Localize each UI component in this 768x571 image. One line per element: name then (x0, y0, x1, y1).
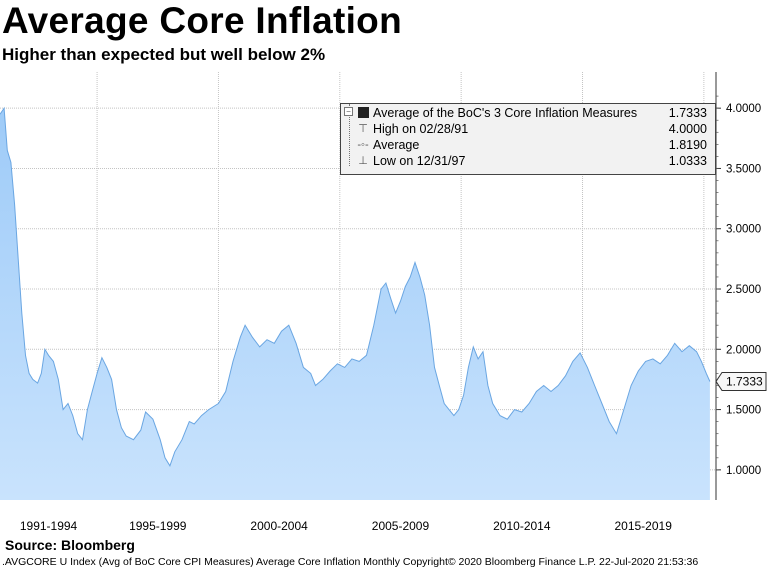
last-value-label: 1.7333 (726, 374, 763, 388)
collapse-toggle-icon[interactable]: − (344, 107, 353, 116)
legend-value: 4.0000 (668, 122, 707, 136)
x-tick-label: 1991-1994 (20, 519, 78, 533)
source-note: Source: Bloomberg (5, 537, 135, 553)
y-tick-label: 1.5000 (726, 405, 761, 417)
chart-title: Average Core Inflation (2, 0, 402, 41)
y-tick-label: 4.0000 (726, 103, 761, 115)
legend-item-high: ⊤ High on 02/28/91 4.0000 (355, 121, 707, 137)
x-tick-label: 2005-2009 (372, 519, 430, 533)
axes (715, 72, 721, 500)
legend-label: High on 02/28/91 (373, 122, 469, 136)
last-value-tag (715, 371, 767, 391)
footer-note: .AVGCORE U Index (Avg of BoC Core CPI Me… (2, 556, 699, 568)
y-tick-label: 3.5000 (726, 163, 761, 175)
legend-label: Average (373, 138, 420, 152)
legend-tree-line (349, 104, 351, 166)
x-tick-label: 1995-1999 (129, 519, 187, 533)
legend-item-series: Average of the BoC's 3 Core Inflation Me… (355, 105, 707, 121)
area-fill (0, 108, 710, 500)
legend-item-average: -◦- Average 1.8190 (355, 137, 707, 153)
low-marker-icon: ⊥ (358, 155, 368, 167)
y-tick-label: 3.0000 (726, 224, 761, 236)
average-line-icon: -◦- (357, 139, 369, 151)
legend-label: Low on 12/31/97 (373, 154, 466, 168)
legend-value: 1.0333 (668, 154, 707, 168)
high-marker-icon: ⊤ (358, 123, 368, 135)
series-area (0, 106, 711, 500)
y-tick-label: 2.5000 (726, 284, 761, 296)
legend-item-low: ⊥ Low on 12/31/97 1.0333 (355, 153, 707, 169)
y-tick-label: 1.0000 (726, 465, 761, 477)
legend-value: 1.8190 (668, 138, 707, 152)
x-tick-label: 2000-2004 (250, 519, 308, 533)
chart-subtitle: Higher than expected but well below 2% (2, 45, 326, 64)
y-tick-label: 2.0000 (726, 344, 761, 356)
legend-label: Average of the BoC's 3 Core Inflation Me… (373, 106, 638, 120)
filled-square-icon (355, 105, 371, 123)
tick-labels: 1.0000 1.5000 2.0000 2.5000 3.0000 3.5000 4.00… (20, 103, 767, 533)
legend: − Average of the BoC's 3 Core Inflation … (340, 103, 716, 175)
series-line (0, 106, 711, 467)
legend-value: 1.7333 (668, 106, 707, 120)
x-tick-label: 2010-2014 (493, 519, 551, 533)
x-tick-label: 2015-2019 (614, 519, 672, 533)
